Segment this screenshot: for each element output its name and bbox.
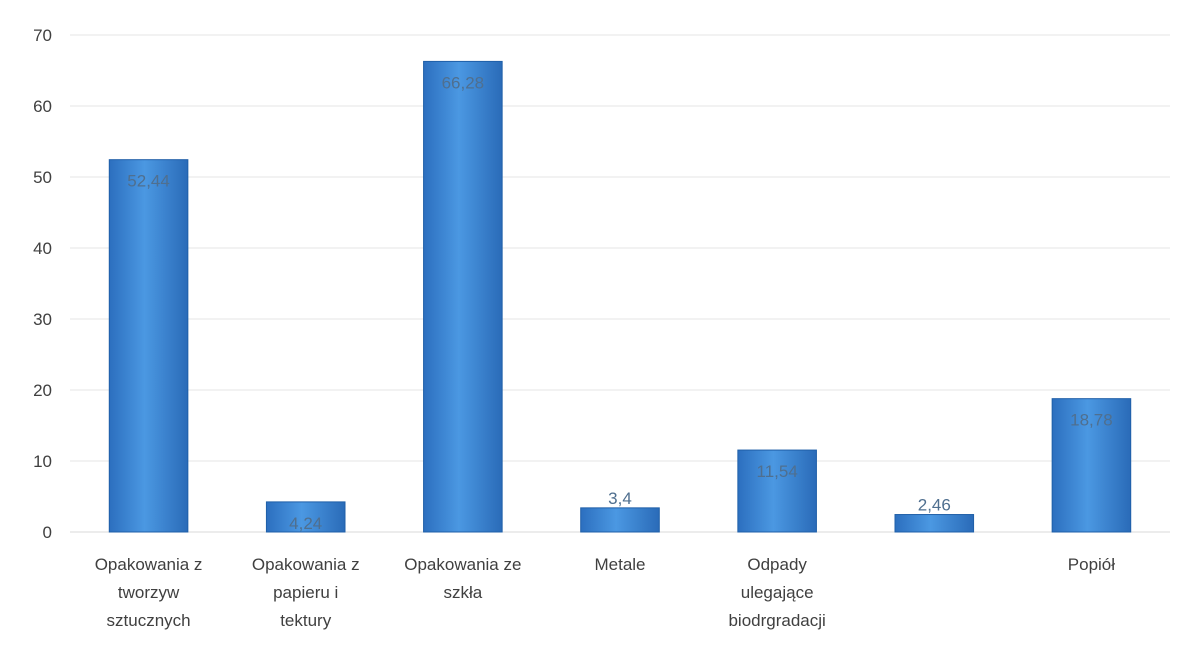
x-tick-label: szkła <box>443 583 482 602</box>
bar <box>423 60 503 533</box>
y-tick-label: 0 <box>43 523 52 542</box>
y-tick-label: 30 <box>33 310 52 329</box>
bar <box>894 514 975 533</box>
x-tick-label: Odpady <box>747 555 807 574</box>
y-tick-label: 70 <box>33 26 52 45</box>
x-tick-label: Opakowania z <box>252 555 360 574</box>
data-label: 18,78 <box>1070 411 1113 430</box>
y-tick-label: 40 <box>33 239 52 258</box>
bar <box>1051 398 1132 533</box>
x-tick-label: papieru i <box>273 583 338 602</box>
bar <box>737 449 817 533</box>
x-tick-label: biodrgradacji <box>728 611 825 630</box>
x-tick-label: tektury <box>280 611 332 630</box>
x-tick-label: Metale <box>594 555 645 574</box>
bar <box>265 501 346 533</box>
data-label: 66,28 <box>442 73 485 92</box>
bars <box>108 60 1132 533</box>
x-tick-label: Opakowania z <box>95 555 203 574</box>
data-label: 3,4 <box>608 489 632 508</box>
y-tick-label: 20 <box>33 381 52 400</box>
y-tick-label: 60 <box>33 97 52 116</box>
x-tick-label: tworzyw <box>118 583 180 602</box>
y-tick-label: 10 <box>33 452 52 471</box>
data-label: 4,24 <box>289 514 322 533</box>
x-tick-label: Popiół <box>1068 555 1115 574</box>
x-tick-label: ulegające <box>741 583 814 602</box>
gridlines <box>70 34 1170 533</box>
data-label: 52,44 <box>127 172 170 191</box>
bar <box>580 507 660 533</box>
data-label: 2,46 <box>918 496 951 515</box>
data-labels: 52,44 4,24 66,28 3,4 11,54 2,46 18,78 <box>127 73 1112 532</box>
x-tick-label: sztucznych <box>107 611 191 630</box>
y-tick-label: 50 <box>33 168 52 187</box>
data-label: 11,54 <box>757 462 798 481</box>
y-axis-tick-labels: 0 10 20 30 40 50 60 70 <box>33 26 52 542</box>
x-tick-label: Opakowania ze <box>404 555 521 574</box>
x-axis-tick-labels: Opakowania z tworzyw sztucznych Opakowania … <box>95 555 1116 630</box>
bar <box>108 159 189 533</box>
